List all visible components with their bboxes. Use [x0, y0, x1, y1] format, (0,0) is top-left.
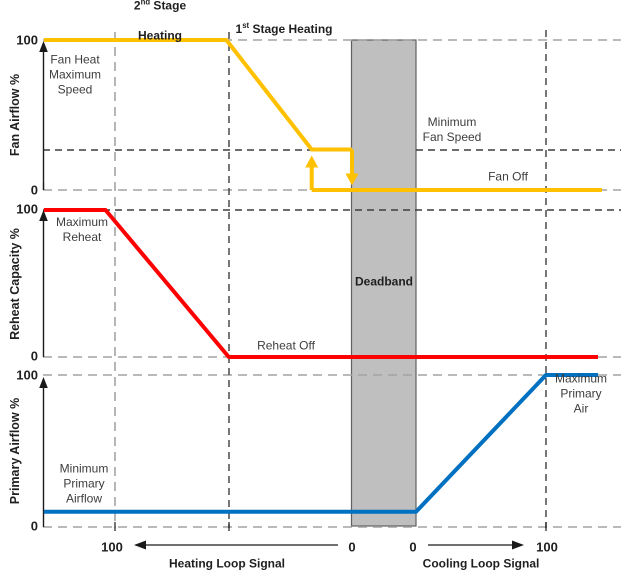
primary-airflow-axis-title: Primary Airflow % — [8, 397, 22, 505]
heating-direction-arrowhead — [134, 540, 146, 550]
stage2-heating-label: 2nd Stage Heating — [133, 0, 187, 43]
primary_airflow-primary-curve — [43, 373, 598, 514]
reheat_capacity-reheat-curve — [43, 208, 598, 359]
maximum-reheat-label: Maximum Reheat — [55, 215, 109, 244]
reheat-tick-100: 100 — [16, 201, 38, 217]
heating-signal-0-label: 0 — [348, 539, 356, 555]
reheat-off-label: Reheat Off — [257, 338, 315, 353]
deadband-region — [350, 39, 417, 527]
fan-off-label: Fan Off — [488, 169, 528, 184]
fan-tick-0: 0 — [30, 182, 38, 198]
fan-heat-maximum-speed-label: Fan Heat Maximum Speed — [48, 52, 102, 97]
stage1-heating-label: 1st Stage Heating — [235, 21, 333, 36]
loop-signal-arrows — [134, 540, 524, 550]
heating-loop-signal-title: Heating Loop Signal — [169, 556, 285, 571]
fan_airflow-fan-stop-drop-arrowhead — [345, 173, 359, 186]
cooling-direction-arrowhead — [512, 540, 524, 550]
y-axis-arrowheads — [39, 41, 48, 388]
cooling-signal-100-label: 100 — [536, 539, 558, 555]
primary-tick-0: 0 — [30, 518, 38, 534]
axis-ticks — [42, 183, 547, 531]
primary-tick-100: 100 — [16, 367, 38, 383]
fan-tick-100: 100 — [16, 32, 38, 48]
reheat-tick-0: 0 — [30, 348, 38, 364]
gray-gridlines — [43, 32, 621, 528]
minimum-primary-airflow-label: Minimum Primary Airflow — [59, 461, 109, 506]
fan_airflow-fan-start-rise-arrowhead — [305, 155, 319, 168]
reheat-capacity-axis-title: Reheat Capacity % — [8, 228, 22, 340]
minimum-fan-speed-label: Minimum Fan Speed — [422, 115, 482, 144]
fan-airflow-axis-title: Fan Airflow % — [8, 73, 22, 157]
fan_airflow-fan-on-ramp — [43, 38, 352, 152]
black-gridlines — [43, 30, 621, 528]
cooling-loop-signal-title: Cooling Loop Signal — [422, 556, 540, 571]
deadband-label: Deadband — [354, 274, 414, 289]
maximum-primary-air-label: Maximum Primary Air — [554, 371, 608, 416]
heating-signal-100-label: 100 — [101, 539, 123, 555]
cooling-signal-0-label: 0 — [409, 539, 417, 555]
